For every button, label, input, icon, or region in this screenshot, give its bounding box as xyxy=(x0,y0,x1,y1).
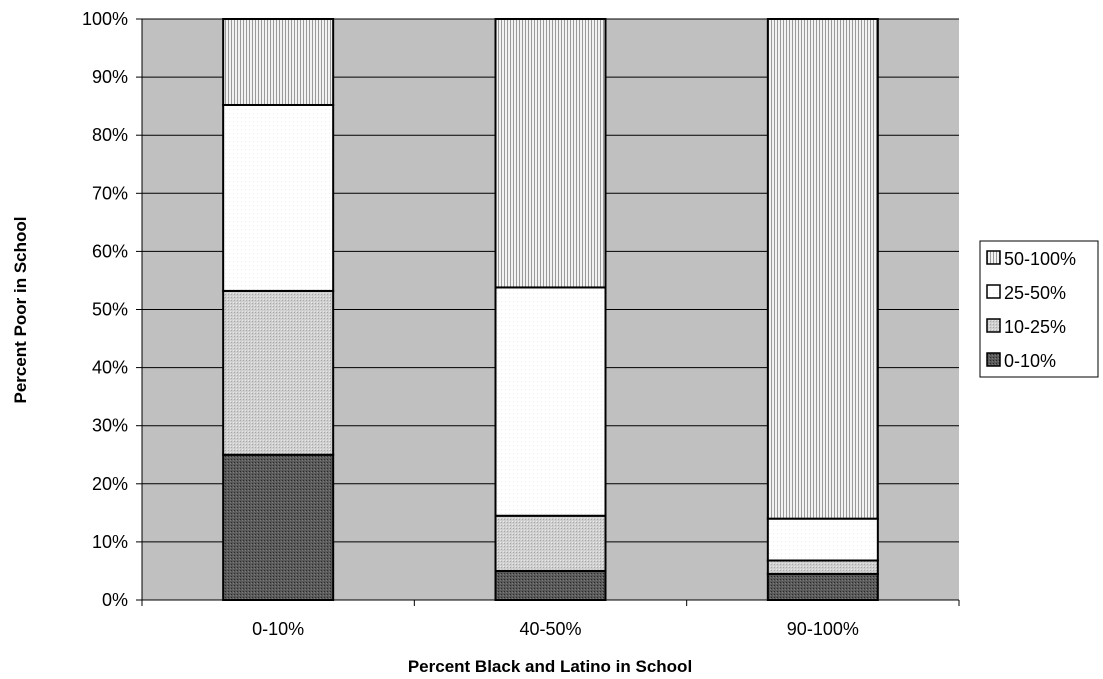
legend-label-25-50pct: 25-50% xyxy=(1004,283,1066,303)
bars xyxy=(222,18,879,602)
bar-0-10pct-25-50pct xyxy=(222,103,335,292)
x-tick-label-40-50pct: 40-50% xyxy=(519,619,581,639)
legend-label-50-100pct: 50-100% xyxy=(1004,249,1076,269)
bar-40-50pct-0-10pct xyxy=(494,569,607,602)
y-tick-label-20: 20% xyxy=(92,474,128,494)
bar-40-50pct-10-25pct xyxy=(494,514,607,572)
y-tick-label-90: 90% xyxy=(92,67,128,87)
x-axis-title: Percent Black and Latino in School xyxy=(408,657,692,676)
y-tick-label-60: 60% xyxy=(92,241,128,261)
bar-90-100pct-25-50pct xyxy=(766,517,879,562)
legend-swatch-10-25pct xyxy=(986,318,1001,333)
y-tick-label-10: 10% xyxy=(92,532,128,552)
legend-label-10-25pct: 10-25% xyxy=(1004,317,1066,337)
x-tick-labels: 0-10% 40-50% 90-100% xyxy=(252,619,859,639)
bar-0-10pct-0-10pct xyxy=(222,453,335,601)
axes xyxy=(136,18,960,606)
bar-40-50pct-25-50pct xyxy=(494,286,607,517)
x-tick-label-90-100pct: 90-100% xyxy=(787,619,859,639)
y-tick-label-0: 0% xyxy=(102,590,128,610)
y-tick-label-100: 100% xyxy=(82,9,128,29)
legend-swatch-50-100pct xyxy=(986,250,1001,265)
bar-40-50pct-50-100pct xyxy=(494,18,607,289)
bar-90-100pct-10-25pct xyxy=(766,559,879,575)
legend: 50-100% 25-50% 10-25% 0-10% xyxy=(979,240,1099,378)
y-tick-labels: 0% 10% 20% 30% 40% 50% 60% 70% 80% 90% 100% xyxy=(82,9,128,610)
legend-swatch-0-10pct xyxy=(986,352,1001,367)
bar-90-100pct-0-10pct xyxy=(766,572,879,601)
bar-0-10pct-10-25pct xyxy=(222,289,335,456)
bar-90-100pct-50-100pct xyxy=(766,18,879,520)
y-tick-label-30: 30% xyxy=(92,416,128,436)
x-tick-label-0-10pct: 0-10% xyxy=(252,619,304,639)
y-axis-title: Percent Poor in School xyxy=(11,216,30,403)
y-tick-label-80: 80% xyxy=(92,125,128,145)
y-tick-label-50: 50% xyxy=(92,300,128,320)
legend-label-0-10pct: 0-10% xyxy=(1004,351,1056,371)
legend-swatch-25-50pct xyxy=(986,284,1001,299)
bar-0-10pct-50-100pct xyxy=(222,18,335,106)
y-tick-label-40: 40% xyxy=(92,358,128,378)
y-tick-label-70: 70% xyxy=(92,183,128,203)
